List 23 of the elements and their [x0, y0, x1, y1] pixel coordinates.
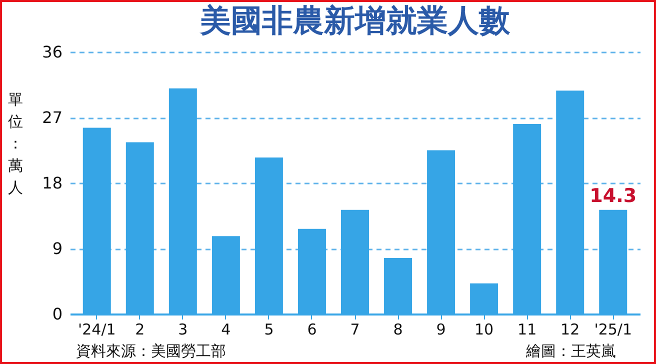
chart-title: 美國非農新增就業人數	[199, 3, 511, 39]
x-tick-label: 6	[307, 320, 317, 338]
y-tick-label: 18	[42, 174, 62, 192]
source-note: 資料來源：美國勞工部	[76, 342, 226, 361]
x-tick-label: '24/1	[78, 320, 116, 338]
data-label: 14.3	[590, 184, 637, 207]
x-tick-label: 5	[264, 320, 274, 338]
y-axis-title: 單位：萬人	[8, 90, 23, 196]
x-tick-label: 12	[560, 320, 580, 338]
y-tick-label: 27	[42, 108, 62, 127]
y-tick-label: 0	[52, 304, 62, 324]
x-tick-label: 4	[221, 320, 231, 338]
x-tick-label: '25/1	[594, 320, 632, 338]
x-tick-label: 7	[350, 320, 360, 338]
x-tick-label: 9	[436, 320, 446, 338]
text: 繪圖：王英嵐	[526, 342, 616, 361]
y-tick-label: 36	[42, 42, 62, 62]
y-tick-label: 9	[52, 239, 62, 258]
x-tick-label: 2	[135, 320, 145, 338]
x-tick-label: 8	[393, 320, 403, 338]
x-tick-label: 3	[178, 320, 188, 338]
x-tick-label: 10	[474, 320, 494, 338]
x-tick-label: 11	[518, 320, 537, 338]
